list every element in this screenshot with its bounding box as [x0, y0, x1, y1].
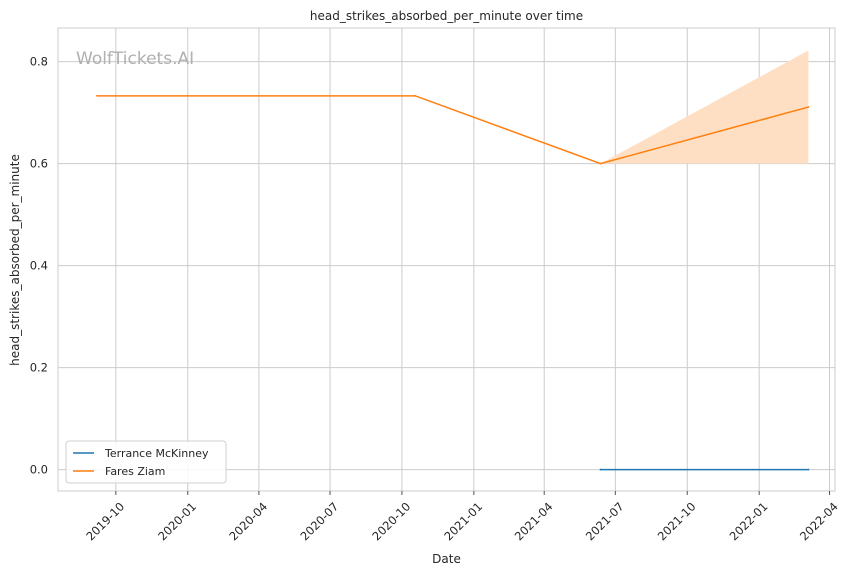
y-tick-label: 0.2	[30, 361, 48, 375]
x-tick-label: 2021-07	[583, 499, 627, 543]
y-axis-label: head_strikes_absorbed_per_minute	[8, 154, 22, 366]
chart-title: head_strikes_absorbed_per_minute over ti…	[310, 9, 583, 23]
y-axis-ticks: 0.0 0.2 0.4 0.6 0.8	[30, 55, 48, 477]
data-point-1-1	[414, 94, 417, 97]
x-tick-label: 2019-10	[83, 499, 127, 543]
data-point-1-2	[599, 162, 602, 165]
x-tick-label: 2021-01	[441, 499, 485, 543]
legend-label: Terrance McKinney	[104, 447, 209, 460]
legend-label: Fares Ziam	[105, 465, 165, 478]
data-point-1-3	[807, 106, 810, 108]
data-point-1-0	[96, 94, 98, 97]
y-tick-label: 0.0	[30, 463, 48, 477]
x-tick-label: 2020-01	[155, 499, 199, 543]
data-point-0-1	[807, 468, 810, 471]
y-tick-label: 0.6	[30, 157, 48, 171]
x-axis-ticks: 2019-10 2020-01 2020-04 2020-07 2020-10 2021-…	[83, 491, 841, 543]
legend: Terrance McKinney Fares Ziam	[65, 440, 227, 484]
watermark-text: WolfTickets.AI	[76, 49, 194, 69]
y-tick-label: 0.4	[30, 259, 48, 273]
plot-area	[57, 27, 836, 492]
legend-box	[65, 440, 227, 484]
x-tick-label: 2021-04	[512, 499, 556, 543]
x-tick-label: 2022-01	[727, 499, 771, 543]
x-tick-label: 2020-04	[226, 499, 270, 543]
data-point-0-0	[599, 468, 602, 471]
x-tick-label: 2020-10	[369, 499, 413, 543]
x-tick-label: 2022-04	[797, 499, 841, 543]
confidence-bands	[600, 50, 809, 164]
confidence-band-1	[600, 50, 809, 164]
x-tick-label: 2021-10	[655, 499, 699, 543]
x-tick-label: 2020-07	[297, 499, 341, 543]
y-tick-label: 0.8	[30, 55, 48, 69]
series-line-1	[97, 95, 809, 165]
x-axis-label: Date	[432, 552, 461, 566]
series-lines	[96, 94, 810, 471]
